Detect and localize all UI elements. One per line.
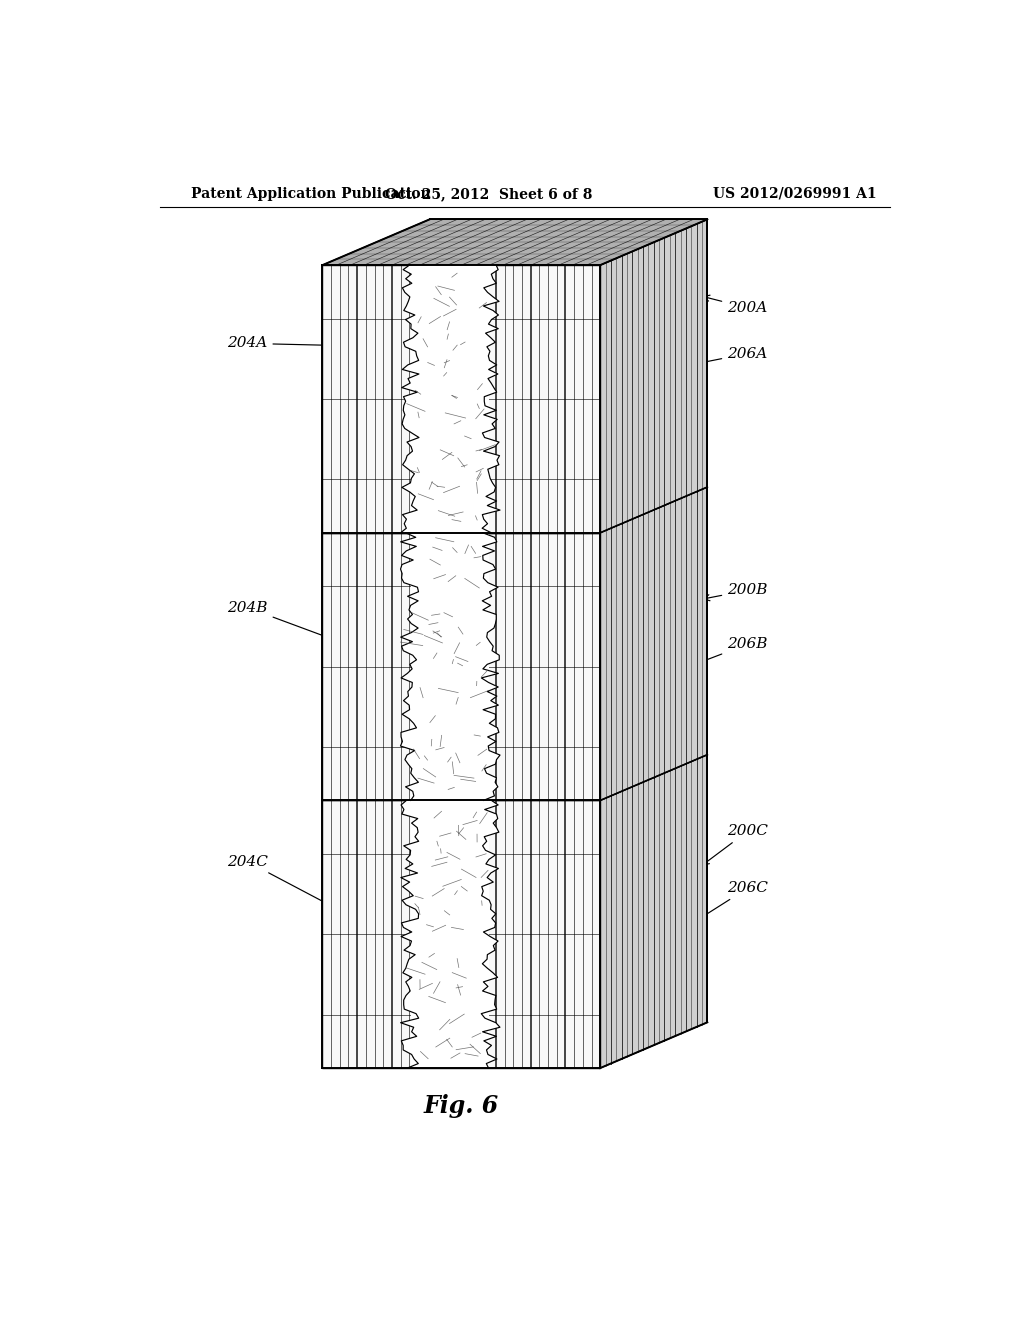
Polygon shape — [400, 800, 500, 1068]
Text: 202A: 202A — [433, 403, 474, 500]
Polygon shape — [600, 219, 708, 533]
Text: US 2012/0269991 A1: US 2012/0269991 A1 — [713, 187, 877, 201]
Text: 204C: 204C — [227, 855, 331, 906]
Text: 206B: 206B — [657, 638, 768, 680]
Text: 204B: 204B — [227, 601, 331, 639]
Polygon shape — [400, 533, 500, 800]
Polygon shape — [412, 800, 489, 1068]
Text: 204A: 204A — [227, 337, 331, 350]
Polygon shape — [600, 755, 708, 1068]
Polygon shape — [412, 533, 489, 800]
Text: 200A: 200A — [703, 296, 767, 314]
Text: 206C: 206C — [657, 882, 768, 945]
Polygon shape — [323, 219, 708, 265]
Text: 206A: 206A — [657, 347, 767, 374]
Polygon shape — [412, 265, 489, 533]
Polygon shape — [600, 487, 708, 800]
Polygon shape — [323, 265, 600, 533]
Polygon shape — [323, 800, 600, 1068]
Polygon shape — [400, 265, 500, 533]
Text: 202C: 202C — [433, 966, 474, 981]
Text: 200C: 200C — [702, 824, 768, 865]
Text: 202B: 202B — [433, 684, 474, 726]
Text: Oct. 25, 2012  Sheet 6 of 8: Oct. 25, 2012 Sheet 6 of 8 — [385, 187, 593, 201]
Text: Patent Application Publication: Patent Application Publication — [191, 187, 431, 201]
Text: 200B: 200B — [703, 583, 768, 601]
Polygon shape — [323, 533, 600, 800]
Text: Fig. 6: Fig. 6 — [424, 1094, 499, 1118]
